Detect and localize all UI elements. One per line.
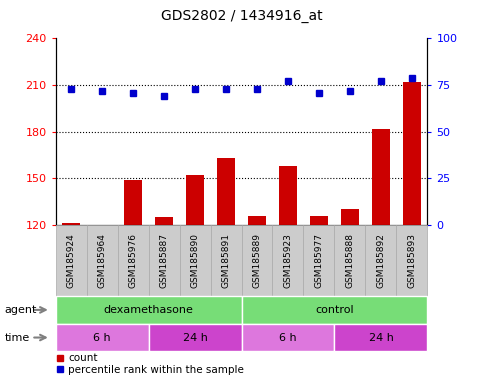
Bar [155,217,173,225]
Text: GSM185891: GSM185891 [222,233,230,288]
Legend: count, percentile rank within the sample: count, percentile rank within the sample [56,353,244,375]
Text: GSM185887: GSM185887 [159,233,169,288]
Text: agent: agent [5,305,37,315]
Bar [217,158,235,225]
Text: GSM185964: GSM185964 [98,233,107,288]
Text: GSM185890: GSM185890 [190,233,199,288]
Text: time: time [5,333,30,343]
Text: GSM185977: GSM185977 [314,233,324,288]
Text: dexamethasone: dexamethasone [103,305,194,315]
Bar [403,82,421,225]
Text: GSM185888: GSM185888 [345,233,355,288]
Text: GSM185893: GSM185893 [408,233,416,288]
Bar [372,129,390,225]
Bar [310,216,328,225]
Text: control: control [315,305,354,315]
Text: GSM185889: GSM185889 [253,233,261,288]
Bar [341,210,359,225]
Bar [248,216,266,225]
Text: 6 h: 6 h [93,333,111,343]
Bar [279,166,297,225]
Bar [186,175,204,225]
Text: 24 h: 24 h [183,333,208,343]
Text: GSM185924: GSM185924 [67,233,75,288]
Bar [62,223,80,225]
Text: GDS2802 / 1434916_at: GDS2802 / 1434916_at [161,9,322,23]
Text: 6 h: 6 h [279,333,297,343]
Text: GSM185923: GSM185923 [284,233,293,288]
Bar [124,180,142,225]
Text: GSM185892: GSM185892 [376,233,385,288]
Text: 24 h: 24 h [369,333,394,343]
Text: GSM185976: GSM185976 [128,233,138,288]
